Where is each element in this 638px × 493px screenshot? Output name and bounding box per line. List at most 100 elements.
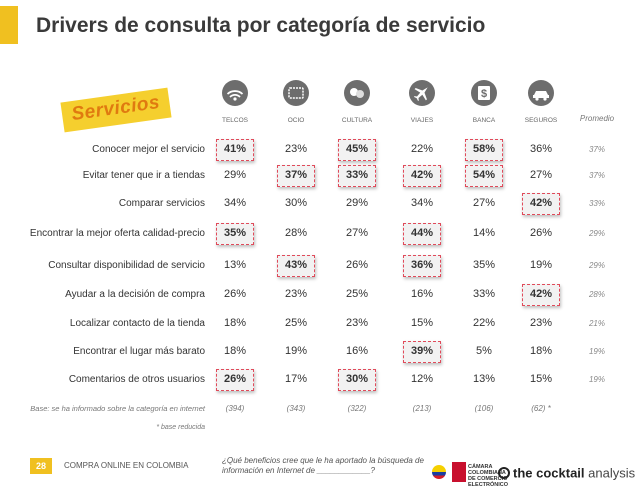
highlight-box	[338, 369, 376, 391]
value-cell: 29%	[345, 197, 369, 209]
value-cell: 42%	[529, 288, 553, 300]
airplane-icon	[409, 80, 435, 106]
value-cell: 13%	[472, 373, 496, 385]
highlight-box	[216, 223, 254, 245]
value-cell: 36%	[529, 143, 553, 155]
value-cell: 18%	[223, 317, 247, 329]
theater-masks-icon	[344, 80, 370, 106]
ticket-icon	[283, 80, 309, 106]
value-cell: 14%	[472, 227, 496, 239]
average-cell: 28%	[588, 290, 605, 299]
base-value: (62) *	[531, 404, 551, 413]
svg-text:$: $	[481, 88, 487, 100]
row-label: Evitar tener que ir a tiendas	[82, 170, 205, 181]
value-cell: 19%	[529, 259, 553, 271]
column-header-cultura: CULTURA	[341, 117, 373, 124]
value-cell: 16%	[345, 345, 369, 357]
value-cell: 27%	[472, 197, 496, 209]
highlight-box	[403, 223, 441, 245]
title-accent-bar	[0, 6, 18, 44]
base-value: (394)	[225, 404, 245, 413]
value-cell: 26%	[345, 259, 369, 271]
base-label: Base: se ha informado sobre la categoría…	[30, 404, 205, 413]
row-label: Conocer mejor el servicio	[92, 144, 205, 155]
value-cell: 45%	[345, 143, 369, 155]
row-label: Ayudar a la decisión de compra	[65, 289, 205, 300]
value-cell: 26%	[223, 373, 247, 385]
value-cell: 39%	[410, 345, 434, 357]
average-cell: 37%	[588, 171, 605, 180]
dollar-icon: $	[471, 80, 497, 106]
value-cell: 37%	[284, 169, 308, 181]
average-cell: 19%	[588, 347, 605, 356]
value-cell: 42%	[529, 197, 553, 209]
value-cell: 13%	[223, 259, 247, 271]
value-cell: 27%	[345, 227, 369, 239]
value-cell: 19%	[284, 345, 308, 357]
average-header: Promedio	[579, 114, 615, 123]
value-cell: 28%	[284, 227, 308, 239]
survey-question: ¿Qué beneficios cree que le ha aportado …	[222, 456, 424, 475]
average-cell: 29%	[588, 261, 605, 270]
highlight-box	[522, 284, 560, 306]
value-cell: 29%	[223, 169, 247, 181]
value-cell: 15%	[529, 373, 553, 385]
value-cell: 5%	[476, 345, 492, 357]
highlight-box	[465, 165, 503, 187]
value-cell: 26%	[223, 288, 247, 300]
reduced-base-note: * base reducida	[156, 424, 205, 431]
value-cell: 18%	[529, 345, 553, 357]
highlight-box	[277, 255, 315, 277]
value-cell: 41%	[223, 143, 247, 155]
highlight-box	[277, 165, 315, 187]
value-cell: 12%	[410, 373, 434, 385]
page-number: 28	[30, 458, 52, 474]
ribbon-label: Servicios	[70, 91, 162, 126]
highlight-box	[403, 165, 441, 187]
row-label: Comparar servicios	[118, 198, 205, 209]
footer-text: COMPRA ONLINE EN COLOMBIA	[64, 461, 189, 470]
value-cell: 54%	[472, 169, 496, 181]
value-cell: 34%	[223, 197, 247, 209]
average-cell: 33%	[588, 199, 605, 208]
average-cell: 37%	[588, 145, 605, 154]
highlight-box	[522, 193, 560, 215]
camara-logo: CÁMARA COLOMBIANA DE COMERCIO ELECTRÓNIC…	[452, 462, 508, 488]
base-value: (343)	[286, 404, 306, 413]
logo-mark-icon	[498, 466, 510, 479]
highlight-box	[403, 341, 441, 363]
row-label: Localizar contacto de la tienda	[69, 318, 205, 329]
car-icon	[528, 80, 554, 106]
average-cell: 29%	[588, 229, 605, 238]
value-cell: 22%	[410, 143, 434, 155]
colombia-flag-icon	[432, 465, 446, 479]
average-cell: 19%	[588, 375, 605, 384]
highlight-box	[403, 255, 441, 277]
column-header-ocio: OCIO	[287, 117, 305, 124]
column-header-telcos: TELCOS	[221, 117, 248, 124]
column-header-viajes: VIAJES	[410, 117, 434, 124]
value-cell: 23%	[529, 317, 553, 329]
page-title: Drivers de consulta por categoría de ser…	[36, 14, 486, 37]
column-header-banca: BANCA	[472, 117, 496, 124]
value-cell: 23%	[284, 143, 308, 155]
value-cell: 27%	[529, 169, 553, 181]
row-label: Encontrar el lugar más barato	[73, 346, 205, 357]
average-cell: 21%	[588, 319, 605, 328]
value-cell: 18%	[223, 345, 247, 357]
value-cell: 42%	[410, 169, 434, 181]
value-cell: 30%	[284, 197, 308, 209]
value-cell: 25%	[345, 288, 369, 300]
value-cell: 23%	[345, 317, 369, 329]
base-value: (106)	[474, 404, 494, 413]
value-cell: 25%	[284, 317, 308, 329]
value-cell: 58%	[472, 143, 496, 155]
value-cell: 22%	[472, 317, 496, 329]
column-header-seguros: SEGUROS	[524, 117, 558, 124]
highlight-box	[465, 139, 503, 161]
base-value: (322)	[347, 404, 367, 413]
value-cell: 36%	[410, 259, 434, 271]
value-cell: 33%	[345, 169, 369, 181]
highlight-box	[338, 139, 376, 161]
highlight-box	[216, 369, 254, 391]
